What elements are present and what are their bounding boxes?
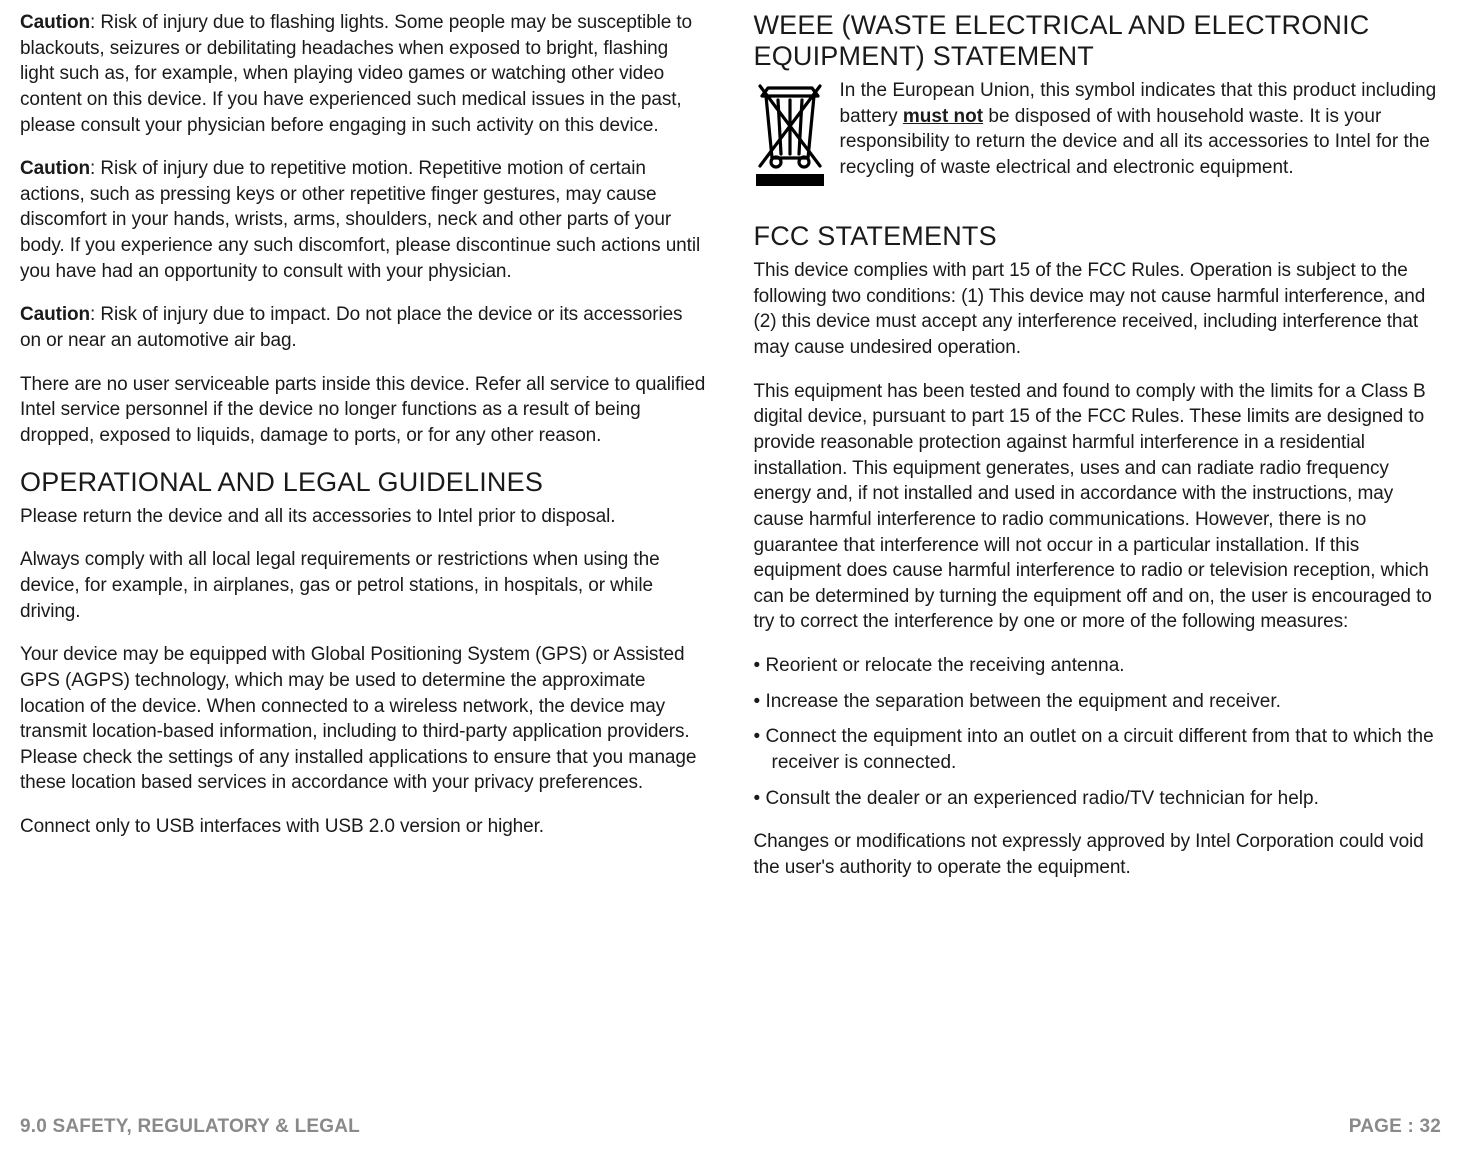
fcc-paragraph: This equipment has been tested and found… <box>754 379 1442 635</box>
operational-heading: OPERATIONAL AND LEGAL GUIDELINES <box>20 467 708 498</box>
caution-body: : Risk of injury due to impact. Do not p… <box>20 304 682 351</box>
footer-section-label: 9.0 SAFETY, REGULATORY & LEGAL <box>20 1116 360 1138</box>
operational-paragraph: Your device may be equipped with Global … <box>20 642 708 796</box>
fcc-bullet-list: Reorient or relocate the receiving anten… <box>754 653 1442 811</box>
footer-page-number: PAGE : 32 <box>1349 1116 1441 1138</box>
operational-paragraph: Always comply with all local legal requi… <box>20 547 708 624</box>
weee-block: In the European Union, this symbol indic… <box>754 78 1442 193</box>
fcc-bullet: Increase the separation between the equi… <box>754 689 1442 715</box>
caution-label: Caution <box>20 12 90 33</box>
caution-body: : Risk of injury due to flashing lights.… <box>20 12 692 136</box>
weee-text: In the European Union, this symbol indic… <box>840 78 1442 193</box>
operational-paragraph: Connect only to USB interfaces with USB … <box>20 814 708 840</box>
fcc-bullet: Connect the equipment into an outlet on … <box>754 724 1442 775</box>
weee-must-not: must not <box>903 106 983 127</box>
service-paragraph: There are no user serviceable parts insi… <box>20 372 708 449</box>
right-column: WEEE (WASTE ELECTRICAL AND ELECTRONIC EQ… <box>754 10 1442 899</box>
fcc-paragraph: Changes or modifications not expressly a… <box>754 829 1442 880</box>
fcc-heading: FCC STATEMENTS <box>754 221 1442 252</box>
operational-paragraph: Please return the device and all its acc… <box>20 504 708 530</box>
caution-label: Caution <box>20 158 90 179</box>
two-column-layout: Caution: Risk of injury due to flashing … <box>20 10 1441 899</box>
caution-body: : Risk of injury due to repetitive motio… <box>20 158 700 282</box>
caution-impact: Caution: Risk of injury due to impact. D… <box>20 302 708 353</box>
left-column: Caution: Risk of injury due to flashing … <box>20 10 708 899</box>
weee-bin-icon <box>754 78 826 193</box>
weee-heading: WEEE (WASTE ELECTRICAL AND ELECTRONIC EQ… <box>754 10 1442 72</box>
caution-repetitive-motion: Caution: Risk of injury due to repetitiv… <box>20 156 708 284</box>
fcc-paragraph: This device complies with part 15 of the… <box>754 258 1442 361</box>
caution-flashing-lights: Caution: Risk of injury due to flashing … <box>20 10 708 138</box>
caution-label: Caution <box>20 304 90 325</box>
fcc-bullet: Reorient or relocate the receiving anten… <box>754 653 1442 679</box>
page-footer: 9.0 SAFETY, REGULATORY & LEGAL PAGE : 32 <box>20 1116 1441 1138</box>
fcc-bullet: Consult the dealer or an experienced rad… <box>754 786 1442 812</box>
